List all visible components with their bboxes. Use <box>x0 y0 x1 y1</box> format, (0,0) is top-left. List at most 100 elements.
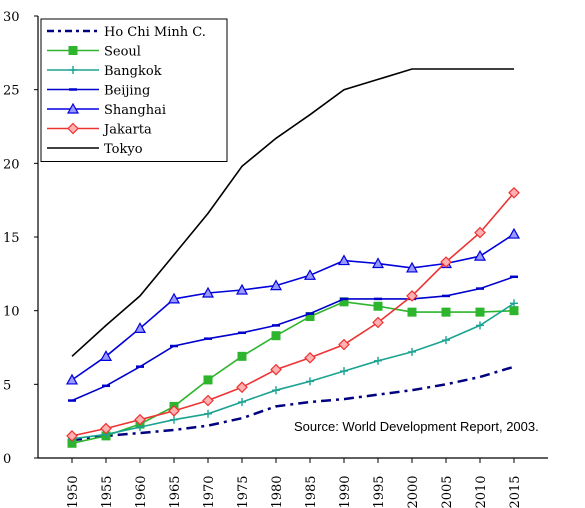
data-point-jakarta <box>202 394 214 407</box>
series-line-tokyo <box>71 68 514 357</box>
data-point-bangkok <box>306 377 314 386</box>
data-point-shanghai <box>473 249 487 261</box>
legend-label-tokyo: Tokyo <box>104 142 143 157</box>
data-point-shanghai <box>405 261 419 273</box>
legend-item-bangkok: Bangkok <box>47 64 162 79</box>
legend-label-shanghai: Shanghai <box>104 103 166 118</box>
x-tick-label: 1970 <box>202 475 217 508</box>
data-point-seoul <box>407 307 417 317</box>
data-point-jakarta <box>406 290 418 302</box>
series-line-shanghai <box>71 233 515 381</box>
data-point-shanghai <box>269 279 283 291</box>
data-point-bangkok <box>408 347 416 356</box>
data-point-bangkok <box>374 356 382 365</box>
legend-label-seoul: Seoul <box>104 45 141 60</box>
data-point-jakarta <box>134 413 146 426</box>
data-point-shanghai <box>133 322 147 333</box>
y-tick-label: 20 <box>3 157 20 172</box>
legend-marker-jakarta <box>67 122 79 135</box>
legend-marker-bangkok <box>69 66 77 74</box>
data-point-seoul <box>373 301 383 311</box>
x-tick-label: 1975 <box>236 475 251 508</box>
x-tick-label: 1980 <box>270 475 285 508</box>
data-point-jakarta <box>372 316 384 329</box>
x-tick-label: 2010 <box>474 475 489 508</box>
data-point-jakarta <box>236 381 248 394</box>
legend-item-shanghai: Shanghai <box>47 102 166 118</box>
y-tick-label: 25 <box>3 84 20 99</box>
source-annotation: Source: World Development Report, 2003. <box>294 419 539 434</box>
x-tick-label: 2015 <box>508 475 523 508</box>
legend-item-seoul: Seoul <box>47 45 141 60</box>
legend-item-beijing: Beijing <box>47 84 150 99</box>
legend-item-jakarta: Jakarta <box>47 123 152 138</box>
data-point-seoul <box>441 307 451 317</box>
data-point-jakarta <box>440 256 452 268</box>
data-point-shanghai <box>167 292 181 304</box>
data-point-seoul <box>203 375 213 385</box>
y-tick-label: 15 <box>3 231 20 246</box>
data-point-seoul <box>237 351 247 361</box>
data-point-seoul <box>509 306 519 316</box>
data-point-jakarta <box>474 226 486 239</box>
series-line-bangkok <box>71 302 515 440</box>
series-line-beijing <box>71 276 515 402</box>
series-line-jakarta <box>71 192 515 437</box>
legend-label-beijing: Beijing <box>104 84 150 99</box>
series-line-seoul <box>71 300 515 445</box>
data-point-bangkok <box>272 386 280 395</box>
x-tick-label: 2000 <box>406 475 421 508</box>
series-jakarta <box>66 186 520 442</box>
series-tokyo <box>71 68 514 357</box>
legend-label-bangkok: Bangkok <box>104 64 162 79</box>
data-point-jakarta <box>100 422 112 435</box>
data-point-shanghai <box>65 373 79 385</box>
data-point-shanghai <box>507 227 521 239</box>
x-tick-label: 1990 <box>338 475 353 508</box>
series-beijing <box>68 275 518 402</box>
legend-marker-shanghai <box>66 102 80 114</box>
data-point-bangkok <box>204 409 212 418</box>
data-point-seoul <box>475 307 485 317</box>
series-line-ho-chi-minh-c <box>71 365 515 442</box>
data-point-bangkok <box>442 336 450 345</box>
y-tick-label: 0 <box>3 452 11 467</box>
legend-item-tokyo: Tokyo <box>47 142 143 157</box>
x-tick-label: 1960 <box>134 475 149 508</box>
data-point-shanghai <box>337 254 351 266</box>
data-point-jakarta <box>270 363 282 376</box>
data-point-jakarta <box>508 186 520 199</box>
legend-marker-seoul <box>68 46 78 55</box>
legend-label-ho-chi-minh-c: Ho Chi Minh C. <box>104 25 206 40</box>
data-point-bangkok <box>510 299 518 308</box>
data-point-shanghai <box>371 257 385 269</box>
x-tick-label: 1985 <box>304 475 319 508</box>
data-point-jakarta <box>304 351 316 364</box>
series-ho-chi-minh-c <box>71 365 515 442</box>
y-tick-label: 5 <box>3 378 11 393</box>
data-point-bangkok <box>340 367 348 376</box>
data-point-jakarta <box>168 405 180 417</box>
data-point-shanghai <box>303 269 317 280</box>
data-point-bangkok <box>476 321 484 330</box>
data-point-bangkok <box>170 415 178 424</box>
data-point-jakarta <box>66 430 78 442</box>
x-tick-label: 1950 <box>66 475 81 508</box>
y-tick-label: 30 <box>3 10 20 25</box>
x-tick-label: 1965 <box>168 475 183 508</box>
data-point-shanghai <box>201 286 215 298</box>
data-point-shanghai <box>99 350 113 361</box>
series-bangkok <box>68 299 518 443</box>
x-tick-label: 2005 <box>440 475 455 508</box>
data-point-seoul <box>271 331 281 341</box>
series-shanghai <box>65 227 521 385</box>
data-point-shanghai <box>235 283 249 295</box>
legend-item-ho-chi-minh-c: Ho Chi Minh C. <box>47 25 206 40</box>
data-point-jakarta <box>338 338 350 351</box>
y-tick-label: 10 <box>3 305 20 320</box>
x-tick-label: 1995 <box>372 475 387 508</box>
x-tick-label: 1955 <box>100 475 115 508</box>
data-point-bangkok <box>238 398 246 407</box>
legend-label-jakarta: Jakarta <box>102 123 152 138</box>
